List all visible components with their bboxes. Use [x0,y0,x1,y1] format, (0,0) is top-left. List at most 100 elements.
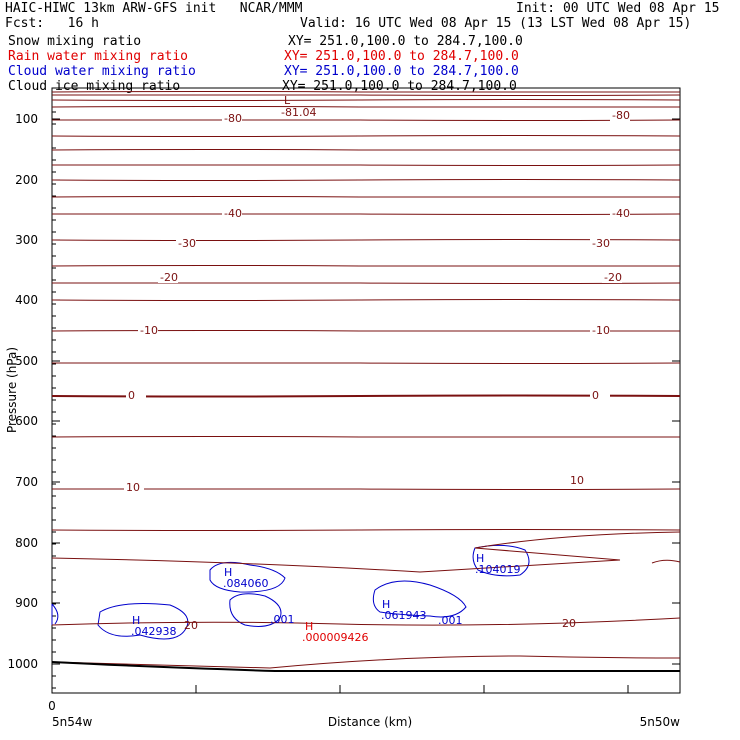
contour-label-bg [602,272,622,283]
temp-contour [51,94,681,96]
extremum-low: L -81.04 [281,94,316,119]
temp-contour-label: 0 [592,389,599,402]
temp-contour [51,106,680,108]
header-title: HAIC-HIWC 13km ARW-GFS init NCAR/MMM [5,1,303,16]
cloud-contour [472,544,530,577]
temp-contour [52,119,681,121]
temp-contour [51,529,681,531]
temp-contour-label: -10 [140,324,158,337]
temp-contour [51,149,680,151]
field-cloudice-xy: XY= 251.0,100.0 to 284.7,100.0 [282,79,517,94]
cloud-contour [209,561,286,593]
temp-contour-850 [651,559,681,564]
temp-contour [51,362,681,364]
cloud-contour [372,580,467,618]
temp-contour-label: -10 [592,324,610,337]
temp-contour-label: -80 [612,109,630,122]
temp-contour [51,299,681,301]
rain-high-mark: H [305,620,313,633]
rain-high-value: .000009426 [302,631,368,644]
temp-contour-label: 20 [562,617,576,630]
temp-contour [52,213,681,215]
y-tick-label: 900 [15,596,38,610]
contour-label-bg [176,238,196,249]
y-tick-label: 1000 [7,657,38,671]
temp-contour-label: -40 [224,207,242,220]
temp-contour-label: 10 [126,481,140,494]
cloud-high-mark: H [382,598,390,611]
temp-contour [51,91,680,93]
temp-contour [51,265,680,267]
temp-contour-label: 10 [570,474,584,487]
y-tick-label: 300 [15,233,38,247]
contour-label-bg [138,325,158,336]
contour-label-bg [126,390,146,401]
low-value: -81.04 [281,106,316,119]
cloud-high-mark: H [132,614,140,627]
contour-label-bg [590,390,610,401]
temp-contour [51,282,681,284]
cloud-high-value: .084060 [223,577,269,590]
contour-label-bg [590,238,610,249]
x-tick-zero: 0 [48,699,56,713]
temp-contour-label: 20 [184,619,198,632]
cloud-contour-label: .001 [270,613,295,626]
temp-contour [51,196,680,198]
x-right-endpoint: 5n50w [640,715,681,729]
temp-contour [51,135,681,137]
temp-contour-low [51,655,681,669]
contour-label-bg [222,113,242,124]
cloud-contour [229,593,282,627]
temp-contour-label: -20 [160,271,178,284]
contour-label-bg [222,208,242,219]
temp-contour [51,179,681,181]
temp-contour [51,436,680,438]
contour-label-bg [158,272,178,283]
temp-contour [52,488,681,490]
forecast-hour: Fcst: 16 h [5,16,99,31]
field-rain-label: Rain water mixing ratio [8,49,189,64]
field-snow-xy: XY= 251.0,100.0 to 284.7,100.0 [288,34,523,49]
plot-frame [51,87,681,694]
temp-contour-label: -80 [224,112,242,125]
x-left-endpoint: 5n54w [52,715,93,729]
temp-contour-label: -30 [178,237,196,250]
temp-contour [52,164,681,166]
contour-label-bg [610,208,630,219]
cloud-contour [97,603,189,640]
y-tick-label: 700 [15,475,38,489]
temp-contour-800 [51,531,681,573]
contour-label-bg [610,110,630,121]
temp-contour-label: 0 [128,389,135,402]
temp-contour [51,394,681,398]
cloud-high-value: .042938 [131,625,177,638]
cloud-high-value: .104019 [475,563,521,576]
cloud-high-mark: H [476,552,484,565]
y-axis-title: Pressure (hPa) [5,347,19,433]
y-tick-label: 800 [15,536,38,550]
contour-label-bg [568,475,588,486]
low-mark: L [284,94,291,107]
y-tick-label: 400 [15,293,38,307]
temp-contour-label: -20 [604,271,622,284]
cloud-high-value: .061943 [381,609,427,622]
cloud-contour [51,603,59,625]
y-tick-label: 500 [15,354,38,368]
contour-label-bg [590,325,610,336]
temp-contour-label: -30 [592,237,610,250]
y-tick-label: 200 [15,173,38,187]
cloud-contour-label: .001 [438,614,463,627]
y-tick-label: 100 [15,112,38,126]
field-cloudwater-label: Cloud water mixing ratio [8,64,196,79]
x-axis-title: Distance (km) [328,715,412,729]
contour-label-bg [124,482,144,493]
ground-surface [51,661,680,672]
temp-contour [51,239,681,241]
cloud-high-mark: H [224,566,232,579]
field-snow-label: Snow mixing ratio [8,34,142,49]
field-cloudwater-xy: XY= 251.0,100.0 to 284.7,100.0 [284,64,519,79]
field-cloudice-label: Cloud ice mixing ratio [8,79,181,94]
temp-contour [51,99,681,101]
field-rain-xy: XY= 251.0,100.0 to 284.7,100.0 [284,49,519,64]
